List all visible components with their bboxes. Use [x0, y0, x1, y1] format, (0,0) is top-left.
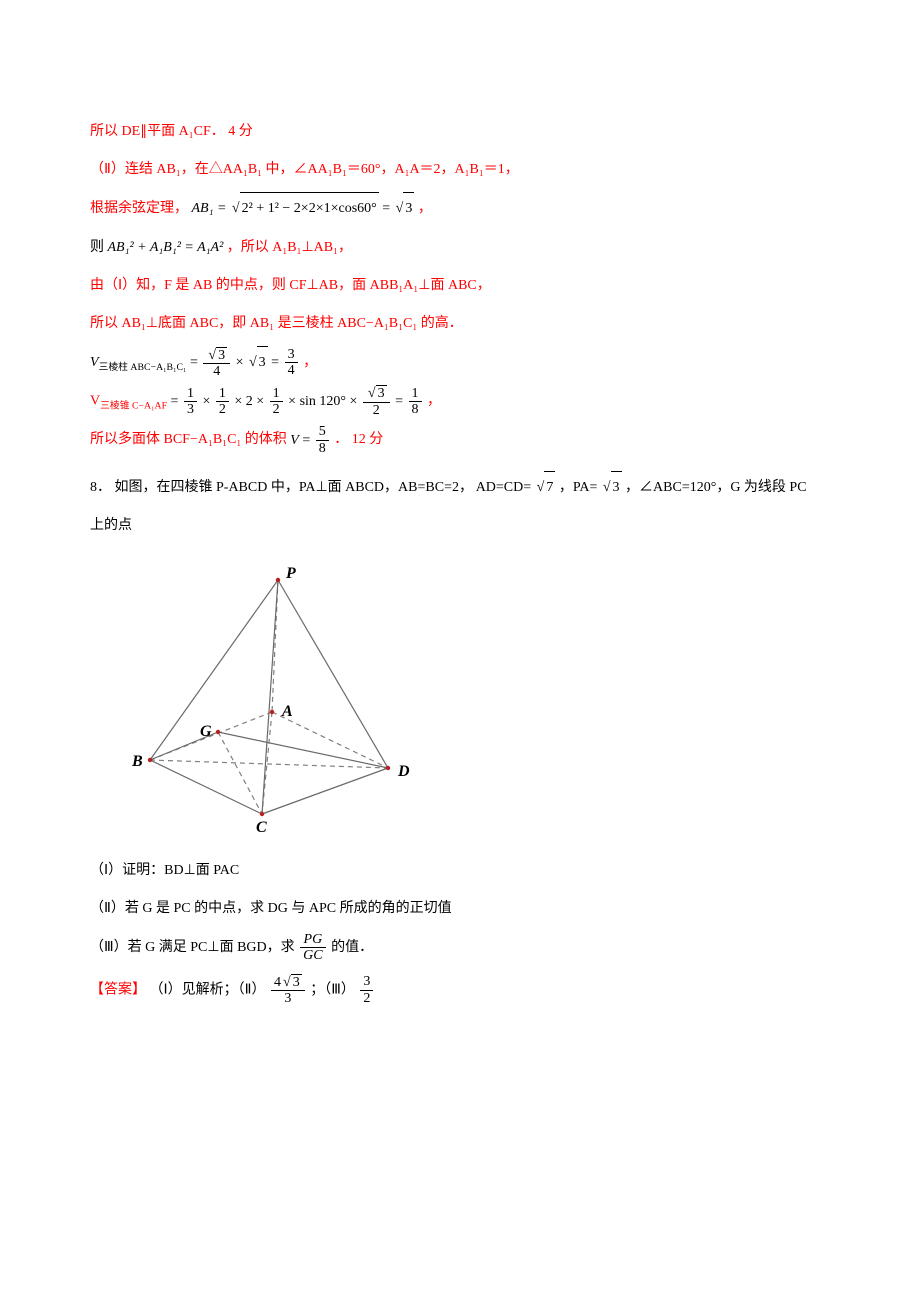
sol-line-5: 由（Ⅰ）知，F 是 AB 的中点，则 CF⊥AB，面 ABB₁A₁⊥面 ABC，: [90, 270, 830, 302]
sol-l9-a: 所以多面体 BCF−A₁B₁C₁ 的体积: [90, 433, 287, 448]
sol-l8-sub: 三棱锥 C−A₁AF: [100, 401, 167, 412]
sol-line-9: 所以多面体 BCF−A₁B₁C₁ 的体积 V = 5 8 ． 12 分: [90, 424, 830, 456]
sol-l3-ab1: AB₁ =: [192, 201, 227, 216]
p8-answer-line: 【答案】 （Ⅰ）见解析；（Ⅱ） 43 3 ；（Ⅲ） 3 2: [90, 974, 830, 1007]
p8-p3-a: （Ⅲ）若 G 满足 PC⊥面 BGD，求: [90, 940, 298, 955]
svg-text:P: P: [285, 565, 296, 582]
p8-stem-b: ，PA=: [559, 480, 598, 495]
ans-a1: （Ⅰ）见解析；（Ⅱ）: [150, 983, 266, 998]
sol-line-6: 所以 AB₁⊥底面 ABC，即 AB₁ 是三棱柱 ABC−A₁B₁C₁ 的高．: [90, 308, 830, 340]
p8-stem-a: 如图，在四棱锥 P-ABCD 中，PA⊥面 ABCD，AB=BC=2， AD=C…: [115, 480, 532, 495]
pyramid-diagram-svg: P A B C D G: [130, 562, 410, 832]
sol-line-4: 则 AB₁² + A₁B₁² = A₁A² ，所以 A₁B₁⊥AB₁，: [90, 232, 830, 264]
p8-p3-b: 的值．: [331, 940, 373, 955]
fraction: 3 2: [363, 385, 390, 418]
p8-stem-line1: 8． 如图，在四棱锥 P-ABCD 中，PA⊥面 ABCD，AB=BC=2， A…: [90, 471, 830, 504]
p8-stem-line2: 上的点: [90, 510, 830, 542]
fraction: 43 3: [271, 974, 305, 1007]
sqrt-icon: 3: [281, 974, 302, 990]
fraction: 3 2: [360, 974, 373, 1006]
sqrt-icon: 3: [601, 471, 622, 504]
svg-text:C: C: [256, 819, 267, 832]
p8-part-1: （Ⅰ）证明：BD⊥面 PAC: [90, 855, 830, 887]
sol-l3-comma: ，: [418, 201, 432, 216]
p8-part-3: （Ⅲ）若 G 满足 PC⊥面 BGD，求 PG GC 的值．: [90, 932, 830, 964]
p8-number: 8．: [90, 480, 111, 495]
p8-stem-c: ，∠ABC=120°，G 为线段 PC: [625, 480, 807, 495]
sol-l4-b: AB₁² + A₁B₁² = A₁A²: [108, 240, 224, 255]
sol-line-3: 根据余弦定理， AB₁ = 2² + 1² − 2×2×1×cos60° = 3…: [90, 192, 830, 225]
sqrt-icon: 3: [394, 192, 415, 225]
fraction: PG GC: [300, 932, 325, 964]
ans-a3: ；（Ⅲ）: [310, 983, 355, 998]
svg-text:D: D: [397, 763, 410, 780]
fraction: 1 3: [184, 386, 197, 418]
sol-l3-a: 根据余弦定理，: [90, 201, 188, 216]
page-root: 所以 DE∥平面 A₁CF． 4 分 （Ⅱ）连结 AB₁，在△AA₁B₁ 中，∠…: [0, 0, 920, 1073]
sqrt-icon: 7: [535, 471, 556, 504]
sol-l3-eq: AB₁ = 2² + 1² − 2×2×1×cos60° = 3: [192, 201, 418, 216]
sol-l4-a: 则: [90, 240, 108, 255]
svg-text:A: A: [281, 703, 293, 720]
p8-part-2: （Ⅱ）若 G 是 PC 的中点，求 DG 与 APC 所成的角的正切值: [90, 893, 830, 925]
fraction: 1 8: [409, 386, 422, 418]
svg-text:G: G: [200, 723, 212, 740]
fraction: 1 2: [216, 386, 229, 418]
p8-diagram: P A B C D G: [130, 562, 830, 845]
sol-line-2: （Ⅱ）连结 AB₁，在△AA₁B₁ 中，∠AA₁B₁＝60°，A₁A＝2，A₁B…: [90, 154, 830, 186]
sqrt-icon: 3: [206, 347, 227, 363]
sol-line-8: V三棱锥 C−A₁AF = 1 3 × 1 2 × 2 × 1 2 × sin …: [90, 385, 830, 418]
sqrt-icon: 2² + 1² − 2×2×1×cos60°: [230, 192, 379, 225]
svg-text:B: B: [131, 753, 143, 770]
sqrt-icon: 3: [247, 346, 268, 379]
sqrt-icon: 3: [366, 385, 387, 401]
sol-line-7: V三棱柱 ABC−A₁B₁C₁ = 3 4 × 3 = 3 4 ，: [90, 346, 830, 379]
fraction: 3 4: [203, 347, 230, 380]
fraction: 1 2: [270, 386, 283, 418]
fraction: 3 4: [285, 347, 298, 379]
fraction: 5 8: [316, 424, 329, 456]
answer-label: 【答案】: [90, 983, 146, 998]
sol-l7-sub: 三棱柱 ABC−A₁B₁C₁: [99, 362, 187, 373]
sol-l4-c: ，所以 A₁B₁⊥AB₁，: [227, 240, 352, 255]
sol-l9-b: ． 12 分: [334, 433, 383, 448]
sol-line-1: 所以 DE∥平面 A₁CF． 4 分: [90, 116, 830, 148]
